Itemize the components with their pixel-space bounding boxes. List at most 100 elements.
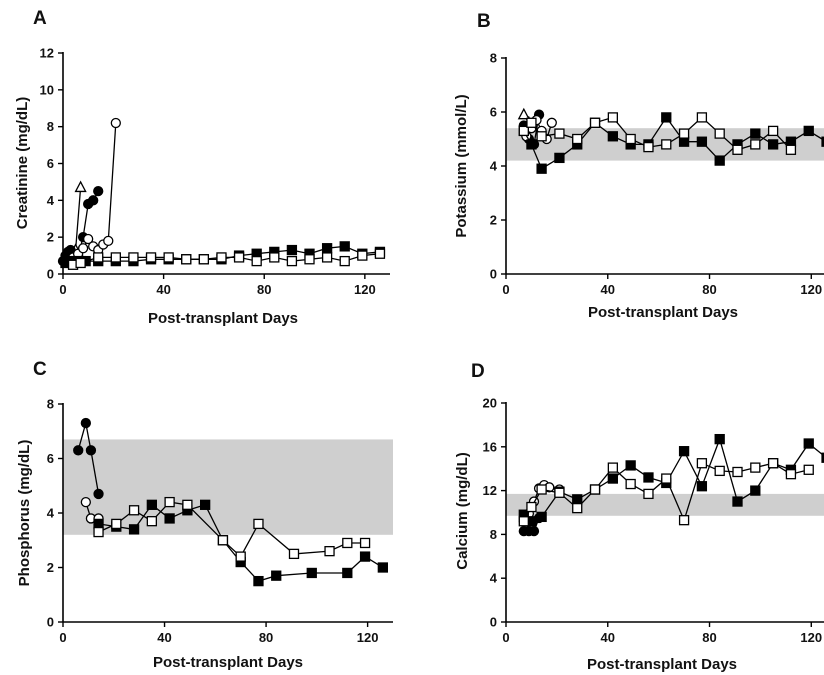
- data-point-filled-square: [286, 244, 298, 256]
- series-circle-filled: [73, 417, 104, 500]
- data-point-open-square: [342, 537, 353, 549]
- data-point-filled-square: [271, 570, 282, 581]
- data-point-filled-square: [146, 499, 157, 510]
- x-tick-label: 40: [156, 282, 170, 297]
- x-tick-label: 0: [59, 282, 66, 297]
- data-point-open-square: [75, 257, 86, 269]
- panel-a: A Creatinine (mg/dL) Post-transplant Day…: [14, 8, 390, 327]
- y-tick-label: 6: [47, 451, 54, 466]
- data-point-filled-square: [536, 163, 547, 174]
- data-point-filled-square: [661, 112, 672, 123]
- data-point-open-square: [288, 548, 300, 560]
- y-tick-label: 10: [40, 82, 54, 97]
- data-point-filled-square: [767, 139, 779, 150]
- data-point-filled-square: [714, 155, 725, 166]
- y-tick-label: 4: [490, 159, 498, 174]
- x-tick-label: 80: [702, 630, 716, 645]
- data-point-open-circle: [80, 496, 91, 508]
- data-point-open-square: [111, 518, 122, 530]
- data-point-open-square: [750, 462, 761, 473]
- panel-label: B: [477, 11, 491, 32]
- data-point-open-square: [216, 252, 227, 263]
- data-point-open-square: [526, 501, 537, 513]
- data-point-open-square: [181, 254, 192, 265]
- y-tick-label: 2: [490, 213, 497, 228]
- data-point-open-square: [661, 473, 672, 484]
- y-tick-label: 6: [490, 105, 497, 120]
- data-point-open-square: [110, 252, 121, 263]
- y-tick-label: 8: [490, 51, 497, 66]
- panel-label: C: [33, 359, 47, 380]
- data-point-filled-square: [625, 460, 636, 471]
- y-axis-label: Calcium (mg/dL): [454, 452, 471, 570]
- data-point-open-square: [526, 117, 537, 128]
- data-point-open-square: [357, 250, 368, 261]
- data-point-open-square: [643, 141, 654, 153]
- data-point-open-square: [767, 125, 779, 137]
- y-tick-label: 0: [490, 615, 497, 630]
- data-point-filled-circle: [93, 185, 104, 197]
- data-point-open-square: [625, 133, 636, 145]
- y-axis-label: Creatinine (mg/dL): [14, 97, 31, 230]
- data-point-filled-square: [359, 551, 371, 562]
- series-square-open: [93, 496, 371, 562]
- series-square-open: [518, 458, 814, 527]
- panel-c: C Phosphorus (mg/dL) Post-transplant Day…: [16, 359, 393, 671]
- data-point-open-circle: [103, 235, 114, 247]
- x-tick-label: 40: [601, 282, 615, 297]
- data-point-open-square: [732, 144, 743, 155]
- data-point-filled-square: [750, 128, 761, 139]
- data-point-open-square: [607, 462, 618, 473]
- data-point-filled-square: [128, 524, 140, 535]
- data-point-open-triangle: [74, 180, 87, 193]
- series-square-open: [518, 112, 797, 155]
- data-point-open-square: [554, 128, 565, 139]
- data-point-filled-circle: [93, 488, 104, 500]
- data-point-filled-square: [696, 136, 708, 147]
- data-point-open-square: [607, 112, 618, 123]
- data-point-open-square: [518, 516, 529, 527]
- data-point-filled-square: [200, 499, 211, 510]
- x-tick-label: 120: [354, 282, 376, 297]
- data-point-open-square: [714, 128, 725, 139]
- data-point-open-square: [253, 518, 264, 530]
- data-point-open-square: [163, 252, 174, 263]
- data-point-open-square: [767, 458, 779, 469]
- data-point-open-square: [785, 144, 797, 155]
- data-point-open-square: [750, 139, 761, 150]
- data-point-filled-square: [306, 567, 317, 579]
- y-tick-label: 20: [483, 396, 497, 411]
- data-point-filled-square: [526, 139, 537, 150]
- x-tick-label: 80: [259, 630, 273, 645]
- x-tick-label: 0: [502, 282, 509, 297]
- panel-b: B Potassium (mmol/L) Post-transplant Day…: [453, 11, 824, 321]
- data-point-open-square: [554, 487, 565, 498]
- data-point-open-square: [198, 254, 210, 265]
- x-tick-label: 80: [702, 282, 716, 297]
- data-point-open-square: [217, 535, 229, 546]
- data-point-open-square: [536, 131, 547, 142]
- y-axis-label: Potassium (mmol/L): [453, 94, 470, 237]
- data-point-filled-square: [803, 125, 814, 137]
- data-point-open-circle: [110, 117, 121, 129]
- data-point-filled-square: [342, 567, 353, 579]
- x-axis-label: Post-transplant Days: [153, 654, 303, 671]
- data-point-filled-square: [321, 243, 333, 254]
- y-tick-label: 2: [47, 560, 54, 575]
- data-point-filled-square: [714, 433, 725, 445]
- data-point-open-square: [536, 484, 547, 495]
- y-tick-label: 4: [47, 193, 55, 208]
- data-point-filled-square: [339, 241, 350, 252]
- data-point-open-square: [304, 254, 315, 265]
- data-point-open-square: [286, 255, 298, 267]
- data-point-filled-circle: [80, 417, 91, 429]
- panel-label: A: [33, 8, 47, 29]
- data-point-open-square: [696, 112, 708, 123]
- data-point-open-square: [359, 537, 371, 549]
- y-tick-label: 8: [47, 119, 54, 134]
- data-point-open-circle: [546, 117, 557, 128]
- x-tick-label: 0: [59, 630, 66, 645]
- x-tick-label: 40: [157, 630, 171, 645]
- y-tick-label: 12: [40, 46, 54, 61]
- x-tick-label: 80: [257, 282, 271, 297]
